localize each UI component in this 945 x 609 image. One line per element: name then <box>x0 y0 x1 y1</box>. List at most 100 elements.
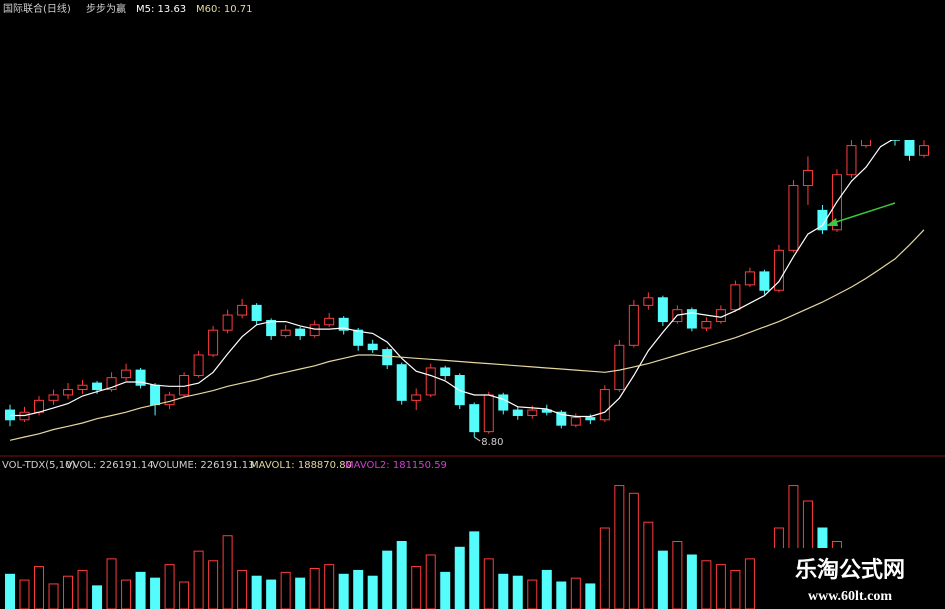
volume-bar <box>556 581 567 609</box>
volume-bar <box>730 569 741 609</box>
candle-body <box>425 367 436 396</box>
mavol2-label: MAVOL2: 181150.59 <box>345 460 447 471</box>
volume-bar <box>121 579 132 609</box>
candle-body <box>686 309 697 329</box>
candle-body <box>237 304 248 316</box>
volume-bar <box>222 535 233 609</box>
ma-line <box>9 229 925 441</box>
volume-bar <box>701 560 712 609</box>
volume-bar <box>715 564 726 609</box>
arrow-head <box>826 218 838 226</box>
volume-bar <box>135 571 146 609</box>
candle-body <box>788 185 799 251</box>
candle-body <box>498 394 509 411</box>
volume-label: VOLUME: 226191.13 <box>152 460 255 471</box>
volume-bar <box>643 521 654 609</box>
stock-name: 国际联合(日线) <box>3 2 71 15</box>
cover-box <box>350 283 595 325</box>
volume-bar <box>106 558 117 609</box>
candle-body <box>643 297 654 306</box>
candle-body <box>353 329 364 346</box>
volume-bar <box>179 581 190 609</box>
candle-body <box>512 409 523 416</box>
volume-bar <box>309 568 320 609</box>
candle-body <box>396 364 407 401</box>
candle-body <box>280 329 291 337</box>
candle-body <box>48 394 59 401</box>
candle-body <box>411 394 422 401</box>
candle-body <box>904 139 915 156</box>
candle-body <box>657 297 668 323</box>
volume-bar <box>295 577 306 609</box>
volume-bar <box>280 571 291 609</box>
watermark-box <box>756 548 945 609</box>
volume-bar <box>744 558 755 609</box>
volume-header: VOL-TDX(5,10) VVOL: 226191.14 VOLUME: 22… <box>2 460 447 471</box>
volume-bar <box>324 564 335 609</box>
volume-bar <box>5 573 15 609</box>
volume-bar <box>672 541 683 609</box>
volume-bar <box>266 579 277 609</box>
volume-bar <box>657 550 668 609</box>
candle-body <box>469 404 480 433</box>
candle-body <box>77 384 88 391</box>
volume-bar <box>585 583 596 609</box>
candle-body <box>919 145 929 156</box>
volume-bar <box>498 573 509 609</box>
volume-bar <box>34 566 45 609</box>
volume-bar <box>251 575 262 609</box>
candle-body <box>222 314 233 331</box>
cover-box <box>535 0 945 140</box>
candle-body <box>63 389 74 396</box>
m5-label: M5: 13.63 <box>136 4 186 15</box>
candle-body <box>309 324 320 337</box>
marks: 8.80 <box>5 102 929 609</box>
volume-bar <box>541 569 552 609</box>
volume-bar <box>469 531 480 609</box>
volume-bar <box>396 541 407 609</box>
candle-body <box>164 394 175 406</box>
volume-bar <box>353 569 364 609</box>
candle-body <box>773 249 784 291</box>
candle-body <box>295 328 306 337</box>
candle-body <box>556 411 567 426</box>
volume-bar <box>686 554 697 609</box>
candle-body <box>208 329 219 356</box>
candle-body <box>570 417 581 426</box>
volume-indicator: VOL-TDX(5,10) <box>2 460 75 471</box>
candle-body <box>440 367 451 377</box>
candle-body <box>585 417 596 421</box>
candle-body <box>628 304 639 346</box>
volume-bar <box>208 560 219 609</box>
candle-body <box>802 169 813 187</box>
watermark-title: 乐淘公式网 <box>795 557 905 583</box>
candle-body <box>483 394 494 433</box>
volume-bar <box>440 571 451 609</box>
candle-body <box>150 384 161 406</box>
candle-body <box>251 304 262 321</box>
volume-bar <box>150 577 161 609</box>
volume-bar <box>92 585 103 609</box>
volume-bar <box>77 569 88 609</box>
volume-bar <box>19 579 30 609</box>
volume-bar <box>425 554 436 609</box>
volume-bar <box>527 579 538 609</box>
volume-bar <box>193 550 204 609</box>
candle-body <box>135 369 146 386</box>
candle-body <box>759 271 770 291</box>
volume-bar <box>512 575 523 609</box>
candle-body <box>744 271 755 286</box>
volume-bar <box>788 485 799 609</box>
volume-bar <box>367 575 378 609</box>
candle-body <box>817 209 828 231</box>
candle-body <box>324 317 335 326</box>
low-label: 8.80 <box>481 437 503 448</box>
ma-line <box>10 133 924 418</box>
candle-body <box>106 377 117 391</box>
volume-bar <box>164 564 175 609</box>
arrow-shaft <box>829 202 896 225</box>
mavol1-label: MAVOL1: 188870.80 <box>250 460 352 471</box>
volume-bar <box>48 583 59 609</box>
